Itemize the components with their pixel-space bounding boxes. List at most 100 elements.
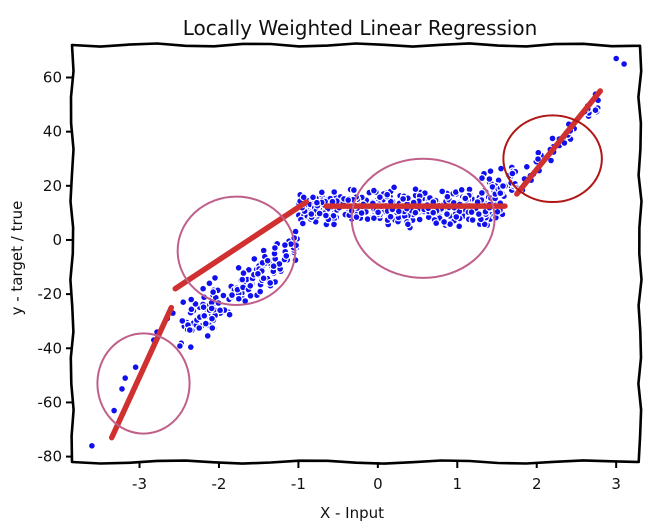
local-fit-line [514,88,604,197]
data-point [432,219,441,228]
y-tick-label: 40 [43,123,62,141]
data-point [620,59,629,68]
data-point [461,194,470,203]
data-point [263,256,272,265]
data-point [110,406,119,415]
data-point [369,214,378,223]
data-point [205,279,214,288]
data-point [239,269,248,278]
data-point [225,310,234,319]
data-point [203,331,212,340]
data-point [250,254,259,263]
data-point [216,306,225,315]
data-point [330,220,339,229]
chart-title: Locally Weighted Linear Regression [183,16,538,40]
data-point [259,274,268,283]
data-point [207,304,216,313]
y-tick-label: -40 [38,339,63,357]
data-point [246,281,255,290]
data-point [474,210,483,219]
data-point [591,106,600,115]
data-point [185,326,194,335]
data-point [187,295,196,304]
data-point [209,288,218,297]
data-point [208,314,217,323]
data-point [330,188,339,197]
x-tick-label: -2 [211,475,226,493]
data-point [234,294,243,303]
data-point [211,273,220,282]
data-point [117,384,126,393]
data-point [485,175,494,184]
data-point [121,374,130,383]
data-point [457,185,466,194]
data-point [386,212,395,221]
data-point [256,287,265,296]
data-point [199,284,208,293]
x-tick-label: -3 [132,475,147,493]
x-axis-label: X - Input [320,504,384,522]
data-point [246,291,255,300]
data-point [266,278,275,287]
data-point [486,167,495,176]
data-point [317,188,326,197]
data-point [208,324,217,333]
data-point [533,155,542,164]
data-point [131,363,140,372]
local-fit-line [172,199,310,292]
data-point [309,193,318,202]
data-point [234,263,243,272]
y-tick-label: -20 [38,285,63,303]
data-point [369,186,378,195]
weighting-circle [96,332,191,435]
data-point [443,192,452,201]
data-point [452,212,461,221]
data-point [307,210,316,219]
data-point [280,241,289,250]
data-point [298,219,307,228]
y-tick-label: -80 [38,448,63,466]
data-point [219,291,228,300]
data-point [496,189,505,198]
x-tick-label: -1 [291,475,306,493]
data-point [282,251,291,260]
data-point [508,169,517,178]
data-point [178,316,187,325]
data-point [399,194,408,203]
y-tick-label: 0 [52,231,62,249]
data-point [200,311,209,320]
y-tick-label: 20 [43,177,62,195]
local-fit-line [108,304,175,441]
data-point [522,162,531,171]
x-tick-label: 0 [373,475,383,493]
data-point [87,441,96,450]
data-point [499,182,508,191]
data-point [238,275,247,284]
data-point [403,220,412,229]
data-point [312,198,321,207]
x-tick-label: 3 [611,475,621,493]
data-point [270,243,279,252]
data-point [548,134,557,143]
y-axis-label: y - target / true [8,201,26,316]
data-point [390,183,399,192]
data-point [352,213,361,222]
data-point [375,193,384,202]
data-point [344,196,353,205]
data-point [477,188,486,197]
data-point [179,298,188,307]
data-point [269,262,278,271]
data-point [315,209,324,218]
weighting-circle [502,114,603,204]
weighting-circle [176,195,297,306]
data-point [468,216,477,225]
data-point [478,174,487,183]
data-point [253,269,262,278]
data-point [455,222,464,231]
data-point [186,343,195,352]
data-point [363,215,372,224]
data-point [201,319,210,328]
weighting-circle [350,157,496,279]
